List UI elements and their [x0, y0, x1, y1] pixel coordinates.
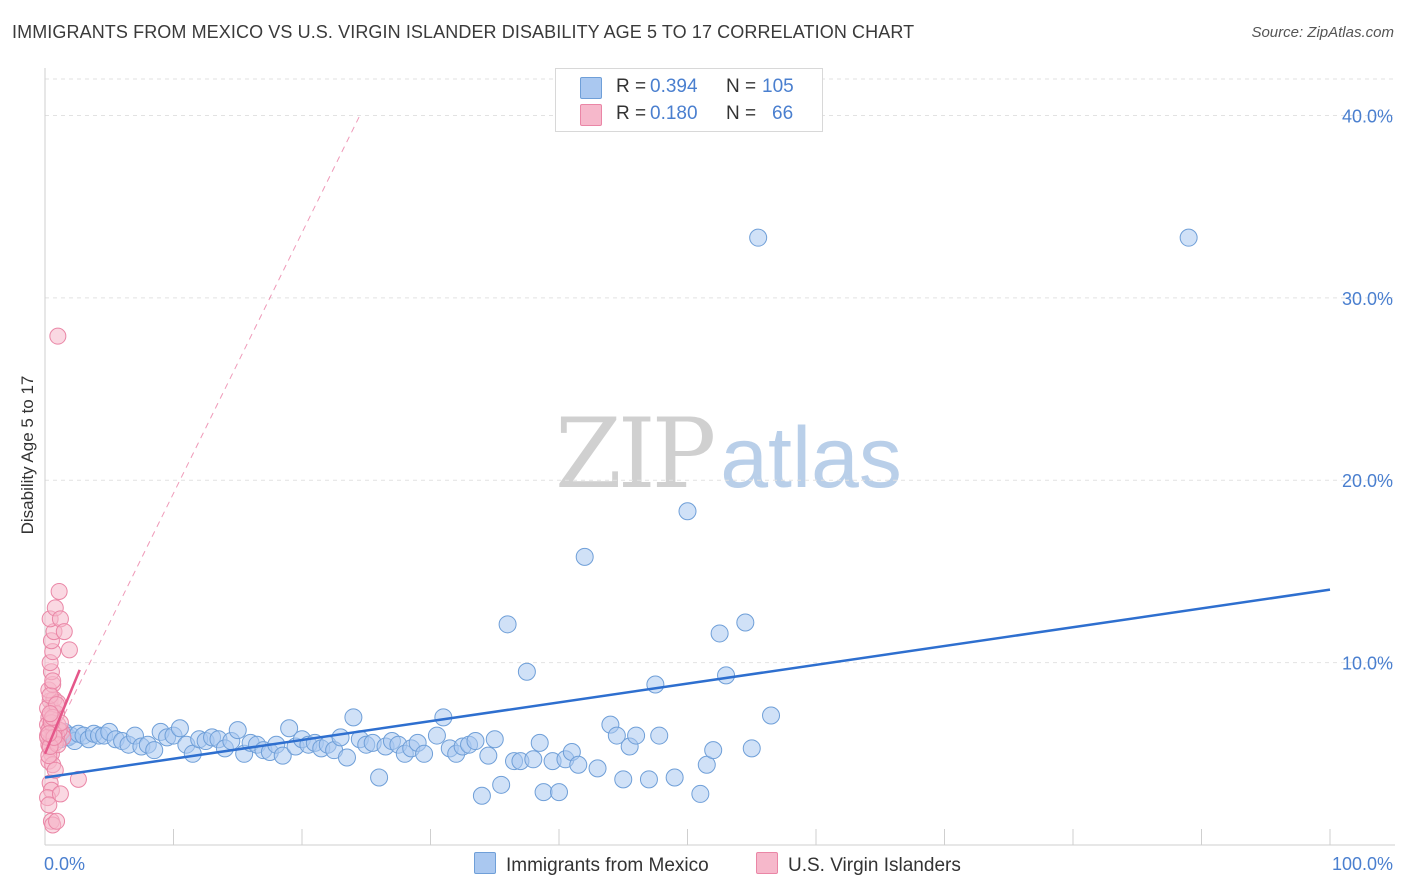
y-tick-label: 20.0%	[1342, 471, 1393, 491]
data-point-mexico	[569, 755, 588, 774]
data-point-virgin-islanders	[48, 812, 66, 830]
data-point-mexico	[646, 675, 665, 694]
stats-legend: R = 0.394 N = 105 R = 0.180 N = 66	[555, 68, 823, 132]
x-tick-label: 0.0%	[44, 854, 85, 874]
data-point-mexico	[678, 502, 697, 521]
data-point-mexico	[485, 730, 504, 749]
y-tick-label: 30.0%	[1342, 289, 1393, 309]
data-point-mexico	[665, 768, 684, 787]
data-point-mexico	[337, 748, 356, 767]
data-point-mexico	[524, 750, 543, 769]
watermark-zip: ZIP	[555, 398, 716, 510]
data-point-virgin-islanders	[49, 327, 67, 345]
watermark-atlas: atlas	[720, 410, 902, 506]
data-point-mexico	[650, 726, 669, 745]
data-point-mexico	[492, 775, 511, 794]
watermark: ZIPatlas	[555, 398, 902, 510]
data-point-mexico	[1179, 228, 1198, 247]
data-point-mexico	[614, 770, 633, 789]
data-point-mexico	[145, 741, 164, 760]
data-point-mexico	[550, 783, 568, 802]
data-point-mexico	[627, 726, 646, 745]
data-point-virgin-islanders	[55, 623, 73, 641]
legend-n-label: N =	[726, 103, 757, 124]
data-point-mexico	[427, 726, 446, 745]
data-point-virgin-islanders	[60, 641, 78, 659]
data-point-virgin-islanders	[69, 770, 87, 788]
legend-swatch-blue	[580, 77, 602, 99]
x-tick-label: 100.0%	[1332, 854, 1393, 874]
data-point-mexico	[280, 719, 299, 738]
legend-n-value: 105	[762, 76, 794, 97]
source-label: Source: ZipAtlas.com	[1251, 24, 1394, 41]
data-point-mexico	[742, 739, 761, 758]
data-point-mexico	[575, 547, 594, 566]
data-point-mexico	[517, 662, 536, 681]
data-point-mexico	[588, 759, 607, 778]
trend-line-mexico	[44, 588, 1331, 779]
legend-n-label: N =	[726, 76, 757, 97]
data-point-virgin-islanders	[50, 582, 68, 600]
data-point-mexico	[607, 726, 626, 745]
data-point-mexico	[691, 784, 710, 803]
y-tick-label: 40.0%	[1342, 106, 1393, 126]
data-point-mexico	[534, 783, 553, 802]
bottom-legend-virgin-islanders: U.S. Virgin Islanders	[756, 852, 961, 877]
data-point-mexico	[273, 746, 292, 765]
data-point-mexico	[415, 744, 434, 763]
chart-title: IMMIGRANTS FROM MEXICO VS U.S. VIRGIN IS…	[12, 22, 915, 42]
data-point-mexico	[717, 666, 736, 685]
data-point-mexico	[498, 615, 517, 634]
data-point-mexico	[228, 721, 247, 740]
data-point-mexico	[749, 228, 768, 247]
legend-r-value: 0.394	[650, 76, 698, 97]
legend-n-value: 66	[772, 103, 794, 124]
data-point-virgin-islanders	[41, 705, 59, 723]
data-point-mexico	[736, 613, 755, 632]
bottom-legend-label-virgin-islanders: U.S. Virgin Islanders	[788, 855, 961, 876]
legend-r-label: R =	[616, 76, 647, 97]
data-point-mexico	[639, 770, 658, 789]
legend-swatch-pink	[580, 104, 602, 126]
data-point-mexico	[370, 768, 389, 787]
data-point-mexico	[344, 708, 363, 727]
bottom-legend-swatch-blue	[474, 852, 496, 874]
y-tick-label: 10.0%	[1342, 654, 1393, 674]
data-point-mexico	[710, 624, 729, 643]
data-point-mexico	[170, 719, 189, 738]
data-point-mexico	[479, 746, 498, 765]
bottom-legend-label-mexico: Immigrants from Mexico	[506, 855, 709, 876]
trend-line-virgin-islanders	[43, 669, 81, 755]
data-point-mexico	[762, 706, 781, 725]
data-point-virgin-islanders	[51, 785, 69, 803]
data-point-mexico	[704, 741, 723, 760]
data-point-mexico	[331, 728, 350, 747]
bottom-legend-swatch-pink	[756, 852, 778, 874]
data-point-mexico	[472, 786, 491, 805]
data-point-virgin-islanders	[40, 796, 58, 814]
data-point-virgin-islanders	[44, 672, 62, 690]
data-point-mexico	[530, 733, 549, 752]
bottom-legend-mexico: Immigrants from Mexico	[474, 852, 709, 877]
legend-r-value: 0.180	[650, 103, 698, 124]
legend-r-label: R =	[616, 103, 647, 124]
data-point-mexico	[466, 732, 485, 751]
trend-line-virgin-islanders-extended	[44, 115, 361, 755]
